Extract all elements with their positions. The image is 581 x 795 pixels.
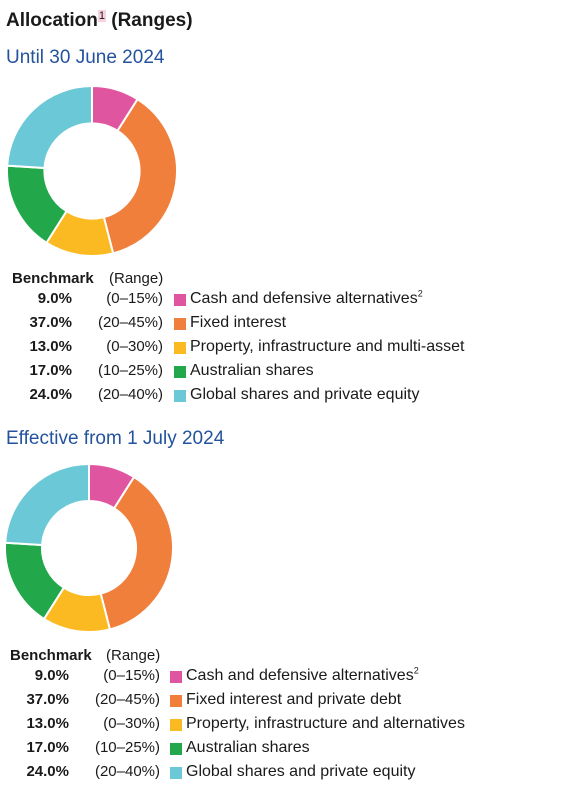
range-value: (20–45%) [97, 314, 163, 331]
range-value: (20–40%) [94, 763, 160, 780]
legend-swatch [174, 366, 186, 378]
section-1-legend: Benchmark (Range) 9.0% (0–15%) Cash and de… [0, 270, 581, 410]
legend-label-text: Australian shares [186, 739, 310, 756]
legend-label: Australian shares [190, 362, 314, 380]
range-value: (10–25%) [97, 362, 163, 379]
legend-label: Property, infrastructure and alternative… [186, 715, 465, 733]
donut-chart-2 [4, 463, 174, 633]
legend-swatch [174, 342, 186, 354]
legend-label-text: Fixed interest [190, 314, 287, 331]
legend-label-text: Cash and defensive alternatives [186, 667, 414, 684]
donut-slice-2 [99, 475, 174, 631]
title-footnote-marker: 1 [97, 9, 106, 22]
legend-swatch [170, 671, 182, 683]
donut-slice-5 [6, 85, 93, 170]
legend-label-text: Global shares and private equity [186, 763, 416, 780]
benchmark-value: 24.0% [29, 386, 72, 403]
title-suffix: (Ranges) [105, 10, 193, 31]
donut-slice-2 [102, 97, 178, 255]
range-value: (20–45%) [94, 691, 160, 708]
benchmark-header: Benchmark [12, 270, 94, 287]
page-title: Allocation1 (Ranges) [6, 9, 193, 32]
legend-row: 37.0% (20–45%) Fixed interest and private … [0, 691, 581, 715]
legend-swatch [170, 743, 182, 755]
footnote-marker: 2 [417, 288, 423, 299]
legend-swatch [170, 767, 182, 779]
benchmark-value: 13.0% [29, 338, 72, 355]
benchmark-value: 24.0% [26, 763, 69, 780]
legend-label: Cash and defensive alternatives2 [186, 665, 419, 685]
legend-label: Fixed interest [190, 314, 286, 332]
range-value: (0–15%) [103, 667, 160, 684]
range-header: (Range) [106, 647, 161, 664]
legend-row: 13.0% (0–30%) Property, infrastructure and… [0, 715, 581, 739]
footnote-marker: 2 [413, 665, 419, 676]
benchmark-value: 17.0% [29, 362, 72, 379]
section-1-subtitle: Until 30 June 2024 [6, 47, 165, 68]
benchmark-header: Benchmark [10, 647, 92, 664]
legend-label-text: Global shares and private equity [190, 386, 420, 403]
title-text: Allocation [6, 10, 98, 31]
legend-row: 13.0% (0–30%) Property, infrastructure and… [0, 338, 581, 362]
legend-label: Cash and defensive alternatives2 [190, 288, 423, 308]
range-value: (10–25%) [94, 739, 160, 756]
benchmark-value: 17.0% [26, 739, 69, 756]
legend-label: Global shares and private equity [186, 763, 415, 781]
legend-row: 37.0% (20–45%) Fixed interest [0, 314, 581, 338]
donut-slice-5 [4, 463, 90, 547]
legend-row: 17.0% (10–25%) Australian shares [0, 362, 581, 386]
benchmark-value: 37.0% [26, 691, 69, 708]
section-2-subtitle: Effective from 1 July 2024 [6, 428, 225, 449]
legend-swatch [174, 318, 186, 330]
legend-label-text: Property, infrastructure and multi-asset [190, 338, 465, 355]
range-value: (0–30%) [106, 338, 163, 355]
legend-label-text: Property, infrastructure and alternative… [186, 715, 465, 732]
benchmark-value: 9.0% [37, 290, 72, 307]
legend-label-text: Fixed interest and private debt [186, 691, 402, 708]
legend-row: 24.0% (20–40%) Global shares and private e… [0, 763, 581, 787]
legend-swatch [174, 390, 186, 402]
legend-row: 9.0% (0–15%) Cash and defensive alternativ… [0, 288, 581, 314]
legend-swatch [170, 695, 182, 707]
range-header: (Range) [109, 270, 164, 287]
legend-label: Australian shares [186, 739, 310, 757]
legend-label-text: Australian shares [190, 362, 314, 379]
section-2-legend: Benchmark (Range) 9.0% (0–15%) Cash and de… [0, 647, 581, 787]
legend-label: Global shares and private equity [190, 386, 419, 404]
legend-label: Fixed interest and private debt [186, 691, 401, 709]
benchmark-value: 9.0% [34, 667, 69, 684]
legend-swatch [170, 719, 182, 731]
legend-swatch [174, 294, 186, 306]
legend-row: 24.0% (20–40%) Global shares and private e… [0, 386, 581, 410]
range-value: (0–30%) [103, 715, 160, 732]
legend-row: 9.0% (0–15%) Cash and defensive alternativ… [0, 665, 581, 691]
benchmark-value: 37.0% [29, 314, 72, 331]
donut-chart-1 [6, 85, 178, 257]
legend-row: 17.0% (10–25%) Australian shares [0, 739, 581, 763]
range-value: (0–15%) [106, 290, 163, 307]
legend-label-text: Cash and defensive alternatives [190, 290, 418, 307]
benchmark-value: 13.0% [26, 715, 69, 732]
range-value: (20–40%) [97, 386, 163, 403]
legend-label: Property, infrastructure and multi-asset [190, 338, 464, 356]
